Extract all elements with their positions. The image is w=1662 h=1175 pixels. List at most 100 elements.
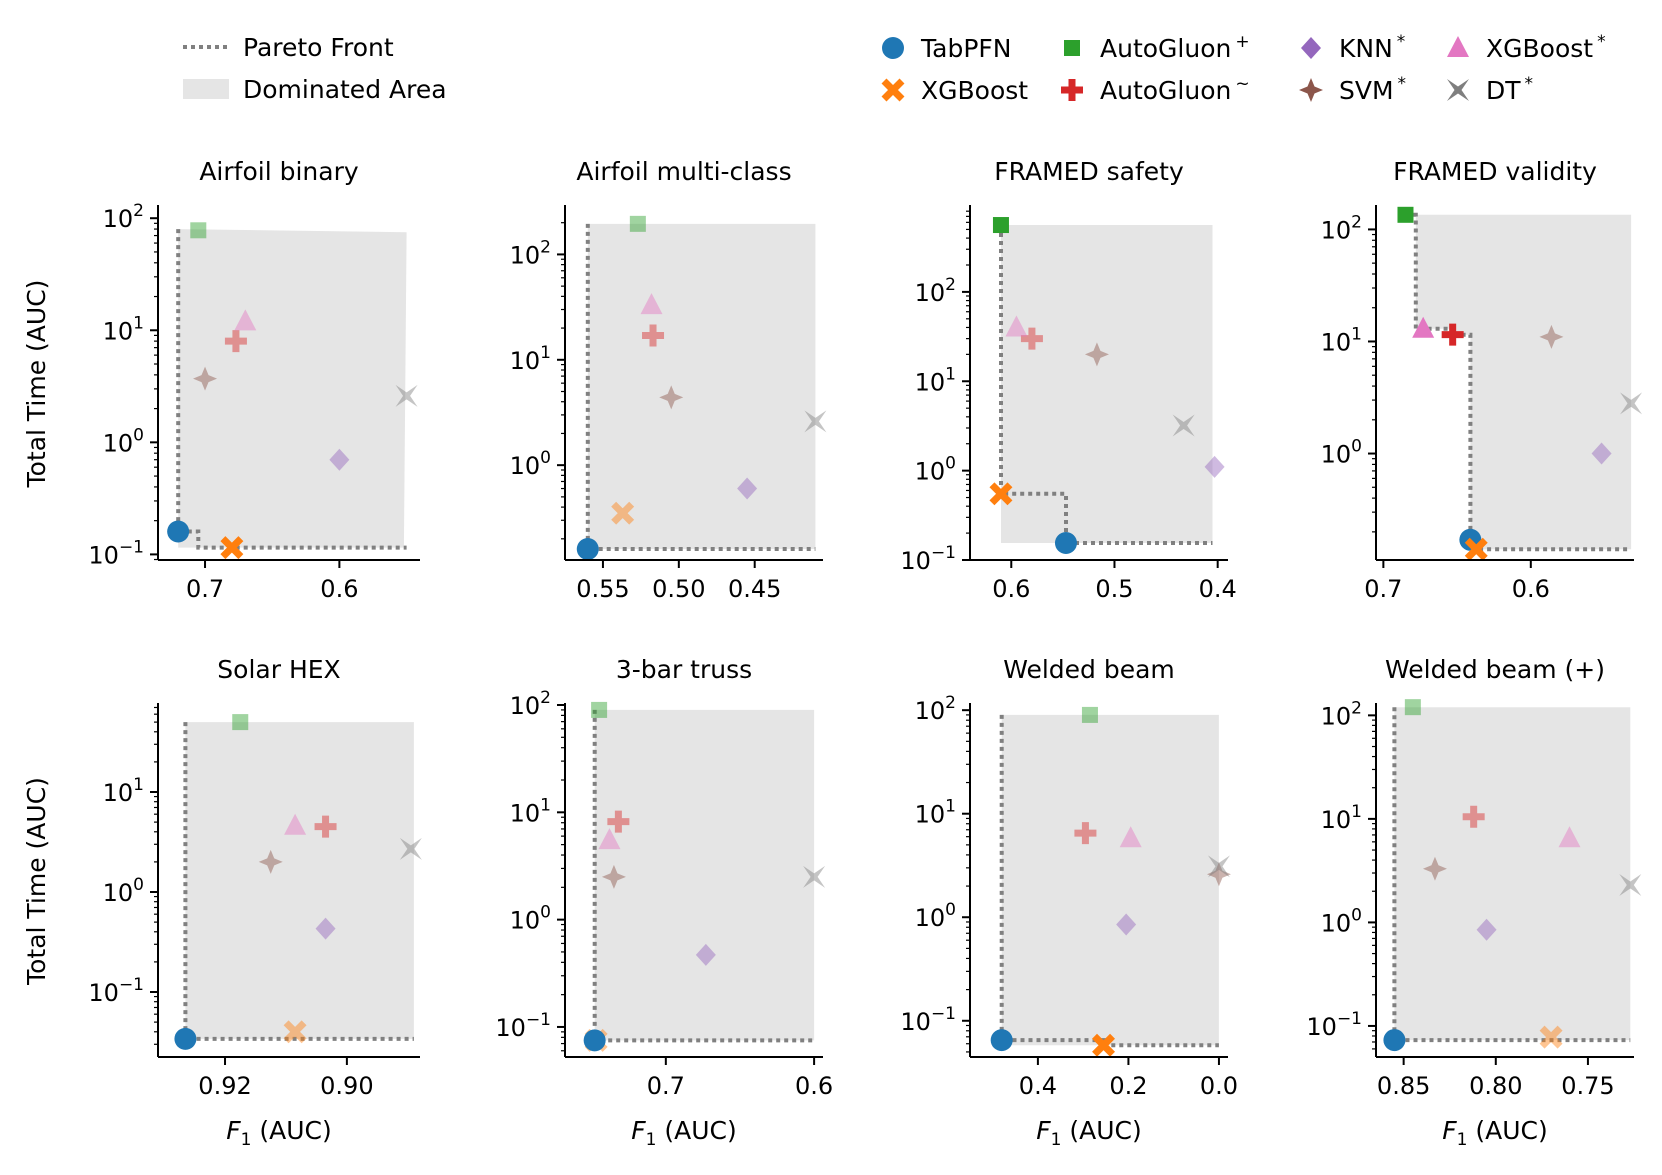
x-axis-label: F1 (AUC) <box>226 1116 332 1150</box>
y-tick-label: 10−1 <box>900 1004 956 1036</box>
legend-marker-svm <box>1299 78 1323 102</box>
point-knn <box>695 943 716 966</box>
y-tick-label: 101 <box>1321 802 1362 834</box>
x-tick-label: 0.7 <box>186 575 224 603</box>
x-axis-label: F1 (AUC) <box>1036 1116 1142 1150</box>
y-tick-label: 10−1 <box>495 1010 551 1042</box>
pareto-front-line <box>183 722 414 1041</box>
y-tick-label: 101 <box>510 795 551 827</box>
legend-dominated-label: Dominated Area <box>243 75 447 104</box>
point-agp <box>629 215 646 232</box>
dominated-area <box>587 223 816 549</box>
point-agt <box>1441 323 1464 346</box>
legend: Pareto Front Dominated Area TabPFN XGBoost A… <box>183 32 1606 105</box>
x-tick-label: 0.7 <box>647 1072 685 1100</box>
point-svm <box>1422 856 1447 881</box>
point-agt <box>642 324 665 347</box>
dominated-area <box>1415 214 1632 550</box>
y-tick-label: 101 <box>103 313 144 345</box>
y-tick-label: 100 <box>1321 905 1362 937</box>
point-knn <box>1204 455 1225 478</box>
legend-marker-knn <box>1301 37 1321 59</box>
point-agt <box>607 810 630 833</box>
legend-label-tabpfn: TabPFN <box>920 34 1011 63</box>
point-xgb <box>1464 537 1488 561</box>
panel-title: FRAMED validity <box>1393 157 1597 186</box>
x-tick-label: 0.0 <box>1200 1072 1238 1100</box>
point-xgbs <box>640 293 663 315</box>
panel-4: 0.92 0.90 10−1 100 101 Solar HEX Total Time (A… <box>22 655 422 1150</box>
y-tick-label: 102 <box>510 237 551 269</box>
y-tick-label: 102 <box>1321 698 1362 730</box>
legend-marker-dt <box>1447 79 1469 101</box>
y-tick-label: 100 <box>915 900 956 932</box>
legend-label-agp: AutoGluon + <box>1100 32 1250 63</box>
point-tabpfn <box>1383 1029 1406 1052</box>
x-tick-label: 0.90 <box>320 1072 373 1100</box>
point-xgbs <box>1005 315 1028 337</box>
point-dt <box>804 410 827 433</box>
x-tick-label: 0.6 <box>795 1072 833 1100</box>
y-tick-label: 101 <box>915 797 956 829</box>
point-svm <box>601 864 626 889</box>
point-agp <box>232 714 249 731</box>
y-tick-label: 102 <box>103 201 144 233</box>
y-tick-label: 100 <box>103 425 144 457</box>
y-tick-label: 10−1 <box>900 543 956 575</box>
point-dt <box>1172 414 1195 437</box>
dominated-area <box>1001 225 1213 543</box>
x-tick-label: 0.5 <box>1095 575 1133 603</box>
panel-title: Solar HEX <box>217 655 340 684</box>
legend-label-svm: SVM * <box>1339 74 1406 105</box>
y-axis-label: Total Time (AUC) <box>22 280 51 489</box>
point-xgbs <box>1558 826 1581 848</box>
legend-marker-xgbs <box>1447 36 1469 57</box>
point-tabpfn <box>167 520 190 543</box>
x-tick-label: 0.45 <box>728 575 781 603</box>
legend-marker-tabpfn <box>882 37 904 59</box>
panel-title: Airfoil binary <box>199 157 359 186</box>
point-dt <box>395 384 418 407</box>
pareto-front-line <box>1392 707 1631 1043</box>
chart-panels: 0.7 0.6 10−1 100 101 102 Airfoil binary Total T… <box>22 157 1643 1150</box>
panel-title: Airfoil multi-class <box>576 157 791 186</box>
point-svm <box>659 385 684 410</box>
pareto-front-line <box>999 714 1219 1048</box>
panel-0: 0.7 0.6 10−1 100 101 102 Airfoil binary Total T… <box>22 157 420 603</box>
point-svm <box>193 366 218 391</box>
y-tick-label: 102 <box>510 688 551 720</box>
point-tabpfn <box>174 1027 197 1050</box>
y-axis-label: Total Time (AUC) <box>22 777 51 986</box>
point-dt <box>399 837 422 860</box>
point-tabpfn <box>990 1029 1013 1052</box>
panel-title: Welded beam (+) <box>1385 655 1605 684</box>
point-xgb <box>220 536 244 560</box>
y-tick-label: 101 <box>103 775 144 807</box>
x-tick-label: 0.7 <box>1364 575 1402 603</box>
point-knn <box>329 448 350 471</box>
legend-marker-agp <box>1064 40 1080 56</box>
point-knn <box>315 917 336 940</box>
x-tick-label: 0.6 <box>1512 575 1550 603</box>
point-agt <box>314 815 337 838</box>
dominated-area <box>1001 714 1219 1046</box>
pareto-front-line <box>1405 212 1632 552</box>
legend-dominated-swatch <box>183 79 229 99</box>
point-agp <box>992 217 1009 234</box>
point-agp <box>591 701 608 718</box>
point-agp <box>1397 206 1414 223</box>
dominated-area <box>178 229 407 548</box>
point-svm <box>1084 342 1109 367</box>
point-xgb <box>1092 1033 1116 1057</box>
y-tick-label: 100 <box>510 448 551 480</box>
point-agt <box>1462 805 1485 828</box>
panel-7: 0.85 0.80 0.75 10−1 100 101 102 Welded beam (+)… <box>1306 655 1642 1150</box>
point-dt <box>1619 873 1642 896</box>
pareto-front-line <box>176 229 407 550</box>
pareto-front-line <box>999 225 1213 545</box>
panel-6: 0.4 0.2 0.0 10−1 100 101 102 Welded beam F1 (AUC… <box>900 655 1238 1150</box>
y-tick-label: 10−1 <box>1306 1009 1362 1041</box>
y-tick-label: 101 <box>915 364 956 396</box>
point-knn <box>737 477 758 500</box>
